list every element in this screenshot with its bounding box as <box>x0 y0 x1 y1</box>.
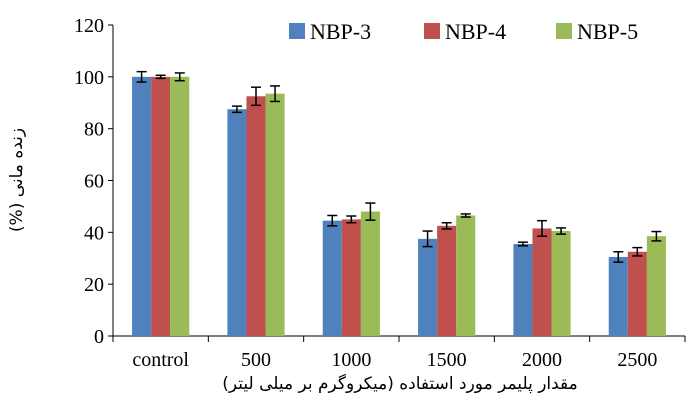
x-tick-label: 1000 <box>331 349 371 371</box>
bar-nbp-4 <box>151 76 171 336</box>
y-tick-label: 40 <box>84 222 104 244</box>
bar-nbp-3 <box>513 243 533 336</box>
y-axis-title: زنده مانی (%) <box>7 128 27 232</box>
y-tick-label: 0 <box>94 326 104 348</box>
bars <box>132 70 666 337</box>
bar-nbp-3 <box>418 238 438 336</box>
bar-nbp-3 <box>132 76 152 336</box>
bar-nbp-5 <box>551 231 571 336</box>
y-axis: 0 20 40 60 80 100 120 <box>74 15 114 348</box>
bar-nbp-3 <box>227 109 247 337</box>
bar-nbp-5 <box>265 93 285 336</box>
y-tick-label: 120 <box>74 15 104 37</box>
bar-nbp-4 <box>532 228 552 336</box>
y-tick-label: 100 <box>74 67 104 89</box>
y-tick-label: 60 <box>84 171 104 193</box>
legend-swatch-nbp-5 <box>556 23 572 39</box>
bar-nbp-5 <box>646 236 666 336</box>
legend-label: NBP-4 <box>445 19 506 44</box>
legend-label: NBP-3 <box>310 19 371 44</box>
bar-nbp-3 <box>322 220 342 336</box>
bar-nbp-5 <box>360 211 380 336</box>
bar-nbp-4 <box>246 96 266 336</box>
x-tick-label: 2000 <box>522 349 562 371</box>
x-axis: control 500 1000 1500 2000 2500 <box>112 335 686 371</box>
legend-label: NBP-5 <box>577 19 638 44</box>
x-tick-label: control <box>132 349 189 371</box>
legend: NBP-3 NBP-4 NBP-5 <box>289 19 638 44</box>
bar-nbp-5 <box>456 215 476 336</box>
bar-nbp-5 <box>170 76 190 336</box>
bar-nbp-4 <box>437 225 457 336</box>
x-axis-title: مقدار پلیمر مورد استفاده (میکروگرم بر می… <box>222 373 578 394</box>
bar-nbp-4 <box>627 251 647 336</box>
y-tick-label: 80 <box>84 119 104 141</box>
x-tick-label: 1500 <box>427 349 467 371</box>
legend-swatch-nbp-4 <box>424 23 440 39</box>
x-tick-label: 2500 <box>617 349 657 371</box>
bar-nbp-4 <box>341 219 361 336</box>
x-tick-label: 500 <box>241 349 271 371</box>
bar-nbp-3 <box>608 256 628 336</box>
legend-swatch-nbp-3 <box>289 23 305 39</box>
y-tick-label: 20 <box>84 274 104 296</box>
